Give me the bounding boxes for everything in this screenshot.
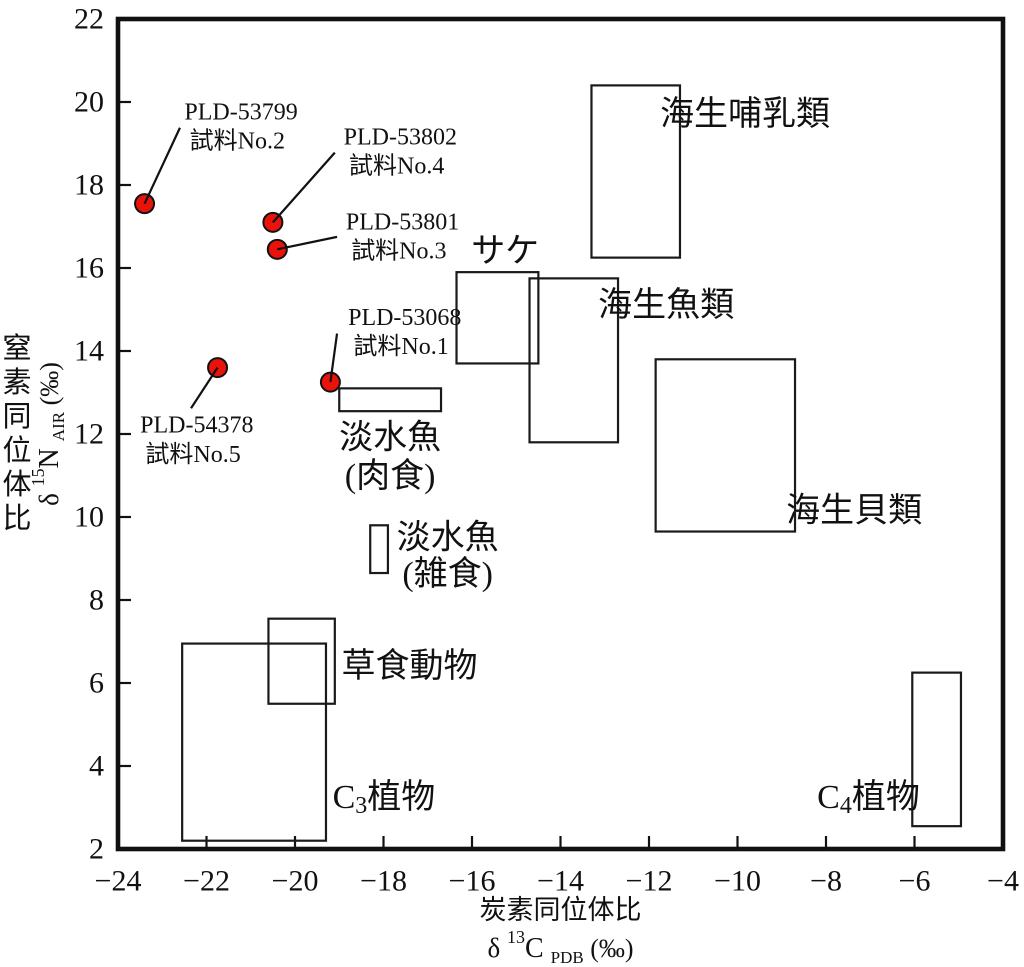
y-tick-label: 8 (89, 584, 104, 617)
sample-code-PLD-53802: PLD-53802 (344, 124, 457, 150)
y-axis-title-char: 位 (2, 434, 31, 467)
sample-number-PLD-53802: 試料No.4 (349, 152, 444, 179)
region-label-marine-fish: 海生魚類 (598, 286, 734, 324)
x-axis-formula: δ 13C PDB (‰) (487, 927, 633, 967)
sample-code-PLD-53799: PLD-53799 (184, 99, 297, 125)
y-axis-title-char: 同 (2, 401, 31, 433)
y-axis-formula: δ 15N AIR (‰) (28, 362, 68, 506)
y-tick-label: 2 (89, 833, 104, 866)
region-label-marine-mammals: 海生哺乳類 (660, 95, 830, 133)
plot-frame (115, 16, 1006, 852)
x-tick-label: −6 (899, 865, 931, 898)
x-tick-label: −20 (272, 865, 319, 898)
y-tick-label: 22 (74, 3, 104, 36)
leader-line-PLD-53799 (143, 127, 181, 205)
sample-number-PLD-53799: 試料No.2 (190, 127, 285, 154)
y-tick-label: 10 (74, 501, 104, 534)
region-box-marine-fish (528, 277, 620, 444)
leader-line-PLD-54378 (190, 366, 219, 409)
y-tick-label: 12 (74, 418, 104, 451)
sample-number-PLD-53068: 試料No.1 (353, 333, 448, 360)
region-box-c4-plants (911, 671, 963, 828)
region-label2-freshwater-fish-carnivore: (肉食) (345, 457, 436, 495)
sample-code-PLD-53801: PLD-53801 (346, 209, 459, 235)
x-tick-label: −24 (95, 865, 142, 898)
y-tick-label: 6 (89, 667, 104, 700)
y-axis-title-char: 素 (2, 366, 31, 399)
x-tick-label: −10 (714, 865, 761, 898)
region-box-c3-plants (181, 642, 328, 842)
x-tick-label: −4 (987, 865, 1019, 898)
x-tick-label: −16 (449, 865, 496, 898)
region-label-c3-plants: C3植物 (333, 778, 436, 820)
data-point-PLD-53801 (266, 238, 288, 260)
y-tick-label: 18 (74, 169, 104, 202)
x-tick-label: −14 (537, 865, 584, 898)
y-tick-label: 20 (74, 86, 104, 119)
region-box-freshwater-fish-carnivore (338, 387, 443, 413)
region-box-marine-mammals (590, 84, 682, 259)
y-axis-title-char: 比 (2, 502, 31, 535)
sample-number-PLD-53801: 試料No.3 (351, 237, 446, 264)
region-box-marine-shellfish (654, 358, 797, 533)
region-label-freshwater-fish-omnivore: 淡水魚 (397, 518, 499, 556)
leader-line-PLD-53068 (329, 333, 339, 383)
region-label-freshwater-fish-carnivore: 淡水魚 (339, 419, 441, 457)
region-box-salmon (455, 271, 540, 365)
x-tick-label: −22 (183, 865, 230, 898)
region-label2-freshwater-fish-omnivore: (雑食) (402, 555, 493, 593)
sample-number-PLD-54378: 試料No.5 (145, 441, 240, 468)
region-label-salmon: サケ (471, 233, 539, 270)
region-box-freshwater-fish-omnivore (369, 524, 390, 575)
y-tick-label: 4 (89, 750, 104, 783)
leader-line-PLD-53801 (277, 235, 338, 251)
y-tick-label: 16 (74, 252, 104, 285)
region-label-marine-shellfish: 海生貝類 (786, 491, 922, 529)
leader-line-PLD-53802 (272, 151, 336, 224)
region-label-herbivores: 草食動物 (341, 647, 477, 685)
y-tick-label: 14 (74, 335, 104, 368)
y-axis-title-char: 体 (2, 468, 31, 501)
x-tick-label: −12 (626, 865, 673, 898)
x-axis-title: 炭素同位体比 (480, 895, 642, 925)
region-label-c4-plants: C4植物 (817, 778, 920, 820)
sample-code-PLD-53068: PLD-53068 (348, 305, 461, 331)
y-axis-title-char: 窒 (2, 332, 31, 365)
region-box-herbivores (267, 617, 336, 705)
x-tick-label: −8 (810, 865, 842, 898)
sample-code-PLD-54378: PLD-54378 (140, 413, 253, 439)
x-tick-label: −18 (360, 865, 407, 898)
